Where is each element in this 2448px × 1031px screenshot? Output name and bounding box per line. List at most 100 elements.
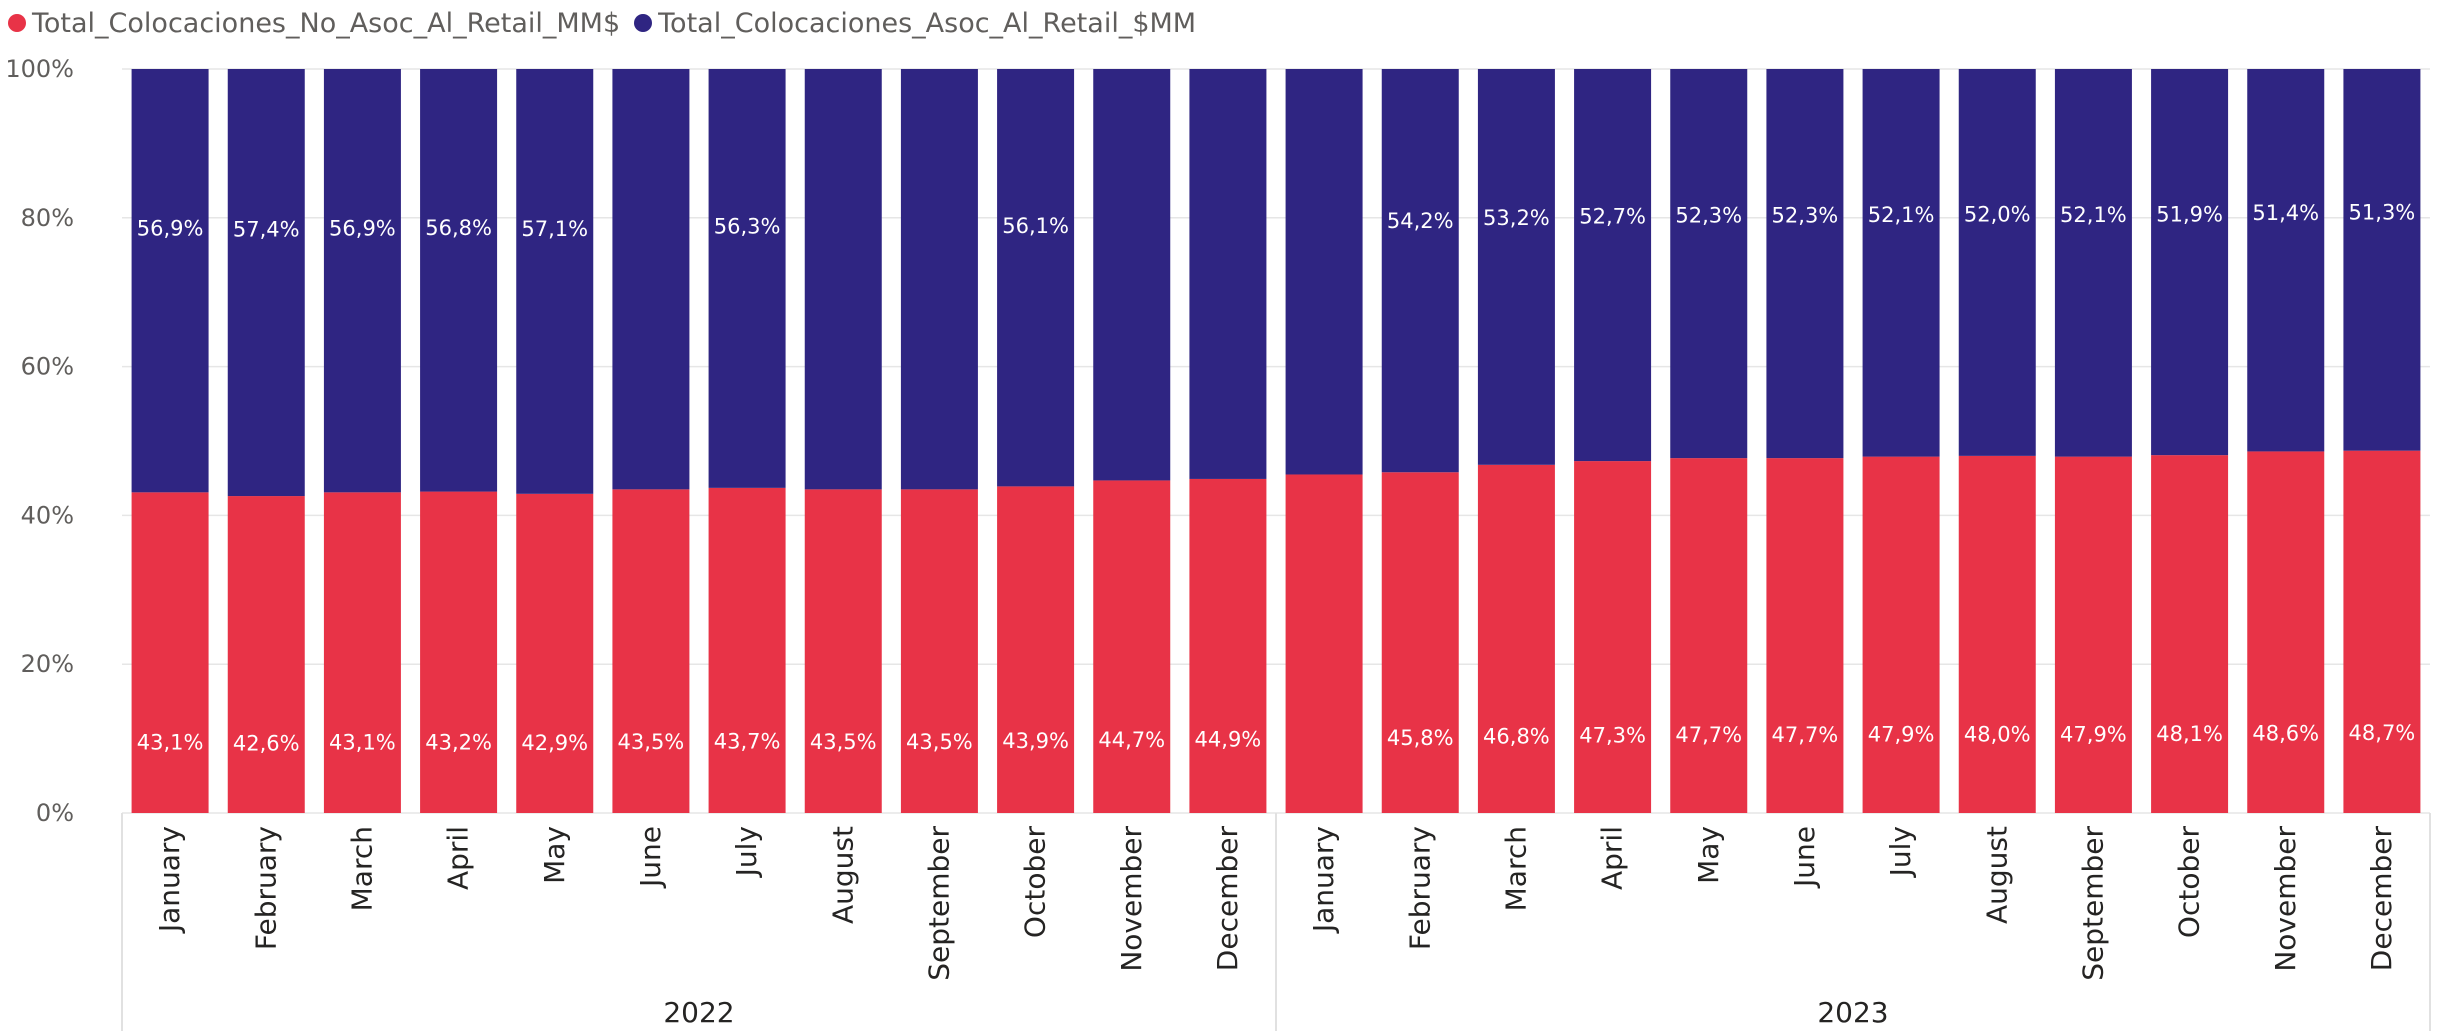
x-tick-label: March	[1499, 826, 1532, 911]
bar-segment-no-asoc-retail	[1477, 464, 1555, 813]
bar-segment-asoc-retail	[900, 69, 978, 490]
bar-segment-asoc-retail	[516, 69, 594, 494]
legend-item-asoc-retail[interactable]: Total_Colocaciones_Asoc_Al_Retail_$MM	[634, 8, 1196, 39]
bar-segment-asoc-retail	[1862, 69, 1940, 457]
x-tick-label: April	[442, 826, 475, 890]
x-tick-label: December	[2365, 826, 2398, 972]
data-label: 42,9%	[521, 731, 588, 755]
data-label: 46,8%	[1483, 724, 1550, 748]
data-label: 51,3%	[2349, 201, 2416, 225]
bar-segment-asoc-retail	[708, 69, 786, 488]
bar-segment-no-asoc-retail	[1670, 458, 1748, 813]
data-label: 52,3%	[1675, 204, 1742, 228]
data-label: 45,8%	[1387, 726, 1454, 750]
data-label: 47,9%	[2060, 723, 2127, 747]
x-tick-label: February	[1403, 826, 1436, 950]
bar-segment-no-asoc-retail	[1862, 456, 1940, 813]
bar-segment-no-asoc-retail	[131, 492, 209, 813]
data-label: 52,1%	[1868, 203, 1935, 227]
data-label: 51,4%	[2252, 201, 2319, 225]
bar-segment-asoc-retail	[1189, 69, 1267, 479]
x-tick-label: November	[2269, 826, 2302, 972]
data-label: 47,7%	[1772, 723, 1839, 747]
bar-segment-no-asoc-retail	[1189, 478, 1267, 813]
x-tick-label: May	[538, 826, 571, 884]
data-label: 43,7%	[714, 729, 781, 753]
bar-segment-no-asoc-retail	[323, 492, 401, 813]
y-tick-label: 0%	[36, 799, 74, 827]
legend-label-asoc-retail: Total_Colocaciones_Asoc_Al_Retail_$MM	[658, 7, 1197, 39]
data-label: 43,2%	[425, 730, 492, 754]
y-tick-label: 100%	[5, 55, 74, 83]
x-tick-label: September	[922, 826, 955, 981]
data-label: 56,9%	[329, 216, 396, 240]
bar-segment-no-asoc-retail	[804, 489, 882, 813]
x-tick-label: June	[1788, 826, 1821, 889]
bar-segment-asoc-retail	[1093, 69, 1171, 481]
bar-segment-no-asoc-retail	[997, 486, 1075, 813]
y-tick-label: 60%	[21, 353, 74, 381]
x-tick-label: May	[1692, 826, 1725, 884]
x-tick-label: September	[2076, 826, 2109, 981]
legend-marker-no-asoc-retail	[8, 14, 26, 32]
bar-segment-no-asoc-retail	[516, 493, 594, 813]
bar-segment-no-asoc-retail	[2054, 456, 2132, 813]
data-label: 43,5%	[906, 730, 973, 754]
data-label: 52,7%	[1579, 205, 1646, 229]
x-tick-label: February	[249, 826, 282, 950]
year-label: 2022	[663, 996, 734, 1029]
bar-segment-no-asoc-retail	[1958, 455, 2036, 813]
chart-legend: Total_Colocaciones_No_Asoc_Al_Retail_MM$…	[8, 4, 1210, 42]
y-tick-label: 80%	[21, 204, 74, 232]
bar-segment-no-asoc-retail	[2151, 455, 2229, 813]
bar-segment-no-asoc-retail	[1766, 458, 1844, 813]
bar-segment-asoc-retail	[2247, 69, 2325, 452]
bar-segment-no-asoc-retail	[1574, 461, 1652, 813]
data-label: 44,9%	[1195, 728, 1262, 752]
bar-segment-asoc-retail	[420, 69, 498, 492]
data-label: 42,6%	[233, 731, 300, 755]
legend-label-no-asoc-retail: Total_Colocaciones_No_Asoc_Al_Retail_MM$	[32, 7, 621, 39]
bar-segment-no-asoc-retail	[227, 496, 305, 813]
data-label: 43,9%	[1002, 729, 1069, 753]
data-label: 56,8%	[425, 216, 492, 240]
data-label: 53,2%	[1483, 206, 1550, 230]
data-label: 43,1%	[137, 730, 204, 754]
x-tick-label: April	[1596, 826, 1629, 890]
bar-segment-asoc-retail	[2151, 69, 2229, 456]
data-label: 48,0%	[1964, 722, 2031, 746]
bar-segment-asoc-retail	[1574, 69, 1652, 462]
bar-segment-asoc-retail	[2054, 69, 2132, 457]
bar-segment-asoc-retail	[1766, 69, 1844, 459]
bar-segment-no-asoc-retail	[2343, 450, 2421, 813]
x-tick-label: December	[1211, 826, 1244, 972]
bar-segment-asoc-retail	[804, 69, 882, 490]
bar-segment-no-asoc-retail	[2247, 451, 2325, 813]
x-tick-label: July	[1884, 826, 1917, 878]
bar-segment-asoc-retail	[1285, 69, 1363, 475]
x-tick-label: November	[1115, 826, 1148, 972]
data-label: 44,7%	[1098, 728, 1165, 752]
x-tick-label: October	[2173, 826, 2206, 939]
data-label: 52,3%	[1772, 204, 1839, 228]
bar-segment-no-asoc-retail	[900, 489, 978, 813]
bar-segment-asoc-retail	[131, 69, 209, 493]
bar-segment-asoc-retail	[1670, 69, 1748, 459]
bar-segment-no-asoc-retail	[420, 491, 498, 813]
bar-segment-no-asoc-retail	[1381, 472, 1459, 813]
bar-segment-asoc-retail	[227, 69, 305, 497]
data-label: 52,0%	[1964, 203, 2031, 227]
data-label: 47,9%	[1868, 723, 1935, 747]
x-tick-label: August	[826, 826, 859, 924]
bar-segment-asoc-retail	[1477, 69, 1555, 465]
legend-item-no-asoc-retail[interactable]: Total_Colocaciones_No_Asoc_Al_Retail_MM$	[8, 8, 620, 39]
bar-segment-asoc-retail	[2343, 69, 2421, 451]
bar-segment-asoc-retail	[1958, 69, 2036, 456]
x-tick-label: October	[1019, 826, 1052, 939]
bar-segment-no-asoc-retail	[1285, 474, 1363, 813]
bar-segment-asoc-retail	[1381, 69, 1459, 473]
data-label: 48,7%	[2349, 721, 2416, 745]
data-label: 48,1%	[2156, 722, 2223, 746]
data-label: 43,5%	[810, 730, 877, 754]
